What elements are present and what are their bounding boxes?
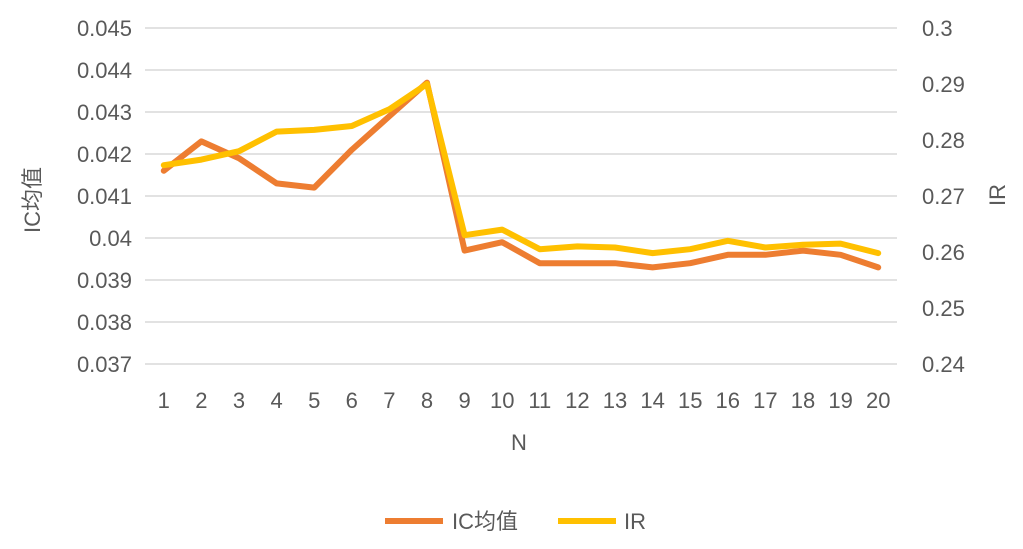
y-left-tick-label: 0.04	[89, 226, 132, 251]
x-tick-label: 18	[791, 388, 815, 413]
y-left-tick-label: 0.039	[77, 268, 132, 293]
x-tick-label: 17	[753, 388, 777, 413]
x-tick-label: 2	[195, 388, 207, 413]
y-right-tick-label: 0.26	[922, 240, 965, 265]
x-tick-label: 11	[528, 388, 551, 413]
x-tick-label: 5	[308, 388, 320, 413]
y-left-tick-label: 0.045	[77, 16, 132, 41]
y-right-tick-label: 0.28	[922, 128, 965, 153]
y-left-tick-label: 0.043	[77, 100, 132, 125]
y-right-tick-label: 0.24	[922, 352, 965, 377]
x-tick-label: 15	[678, 388, 702, 413]
x-tick-label: 10	[490, 388, 514, 413]
series-line-ic-mean	[160, 79, 882, 271]
x-tick-label: 6	[346, 388, 358, 413]
y-left-tick-label: 0.037	[77, 352, 132, 377]
x-axis-ticks: 1 2 3 4 5 6 7 8 9 10 11 12 13 14 15 16 17 18 19 20	[158, 388, 891, 413]
x-tick-label: 13	[603, 388, 627, 413]
x-tick-label: 19	[828, 388, 852, 413]
y-left-tick-label: 0.041	[77, 184, 132, 209]
x-tick-label: 8	[421, 388, 433, 413]
x-tick-label: 20	[866, 388, 890, 413]
x-tick-label: 3	[233, 388, 245, 413]
left-axis-ticks: 0.045 0.044 0.043 0.042 0.041 0.04 0.039 0.038 0…	[77, 16, 132, 377]
series-line-ir	[160, 81, 882, 257]
x-tick-label: 14	[640, 388, 664, 413]
x-axis-title: N	[511, 430, 527, 455]
x-tick-label: 1	[158, 388, 170, 413]
y-right-tick-label: 0.29	[922, 72, 965, 97]
y-right-tick-label: 0.25	[922, 296, 965, 321]
legend-item: IR	[558, 509, 646, 534]
x-tick-label: 16	[716, 388, 740, 413]
y-right-tick-label: 0.27	[922, 184, 965, 209]
y-axis-left-title: IC均值	[20, 167, 45, 233]
x-tick-label: 4	[270, 388, 282, 413]
right-axis-ticks: 0.3 0.29 0.28 0.27 0.26 0.25 0.24	[922, 16, 965, 377]
y-left-tick-label: 0.038	[77, 310, 132, 335]
x-tick-label: 12	[565, 388, 589, 413]
gridlines	[145, 27, 897, 365]
legend-label: IC均值	[452, 509, 518, 534]
legend-item: IC均值	[385, 509, 518, 534]
series-lines	[160, 79, 882, 271]
legend: IC均值 IR	[385, 509, 646, 534]
x-tick-label: 7	[383, 388, 395, 413]
y-left-tick-label: 0.042	[77, 142, 132, 167]
x-tick-label: 9	[458, 388, 470, 413]
y-left-tick-label: 0.044	[77, 58, 132, 83]
legend-label: IR	[624, 509, 646, 534]
y-right-tick-label: 0.3	[922, 16, 953, 41]
y-axis-right-title: IR	[985, 184, 1010, 206]
